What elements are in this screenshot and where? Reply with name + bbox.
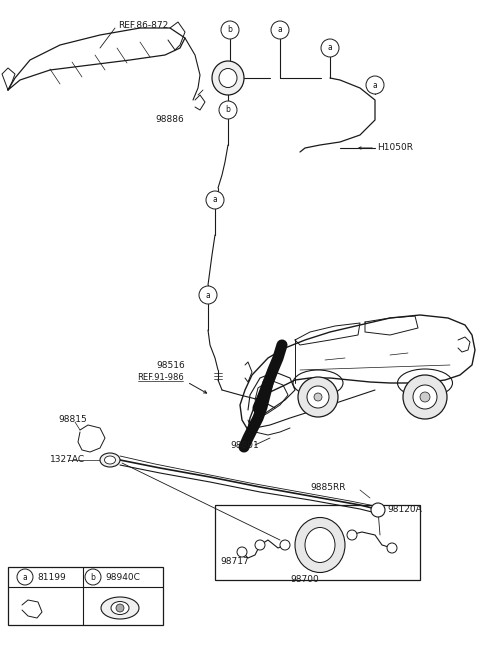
Circle shape: [221, 21, 239, 39]
Text: b: b: [91, 573, 96, 581]
Circle shape: [366, 76, 384, 94]
Circle shape: [17, 569, 33, 585]
Text: 9885RR: 9885RR: [310, 483, 346, 491]
Ellipse shape: [212, 61, 244, 95]
Ellipse shape: [219, 68, 237, 87]
Circle shape: [255, 540, 265, 550]
Circle shape: [199, 286, 217, 304]
Text: 98717: 98717: [220, 558, 249, 567]
Circle shape: [237, 547, 247, 557]
Ellipse shape: [111, 602, 129, 615]
Circle shape: [403, 375, 447, 419]
Ellipse shape: [305, 527, 335, 562]
Ellipse shape: [101, 597, 139, 619]
Circle shape: [85, 569, 101, 585]
Text: 81199: 81199: [37, 573, 66, 581]
Ellipse shape: [295, 518, 345, 573]
Circle shape: [116, 604, 124, 612]
Text: 1327AC: 1327AC: [50, 455, 85, 464]
Circle shape: [371, 503, 385, 517]
Text: 98886: 98886: [156, 115, 184, 124]
Text: b: b: [226, 106, 230, 115]
Text: a: a: [372, 81, 377, 89]
Text: 98516: 98516: [156, 361, 185, 369]
Circle shape: [420, 392, 430, 402]
Circle shape: [298, 377, 338, 417]
Ellipse shape: [100, 453, 120, 467]
Text: a: a: [328, 43, 332, 52]
Text: 98815: 98815: [58, 415, 87, 424]
Circle shape: [387, 543, 397, 553]
Text: a: a: [213, 195, 217, 205]
Text: a: a: [23, 573, 27, 581]
Text: 98801: 98801: [230, 440, 259, 449]
Text: REF.86-872: REF.86-872: [118, 20, 168, 30]
Text: 98940C: 98940C: [105, 573, 140, 581]
Text: a: a: [277, 26, 282, 35]
Bar: [8, 567, 163, 625]
Text: b: b: [228, 26, 232, 35]
Circle shape: [321, 39, 339, 57]
Circle shape: [314, 393, 322, 401]
Circle shape: [206, 191, 224, 209]
Circle shape: [413, 385, 437, 409]
Text: a: a: [205, 291, 210, 300]
Circle shape: [280, 540, 290, 550]
Text: 98700: 98700: [290, 575, 319, 584]
Text: REF.91-986: REF.91-986: [137, 373, 184, 382]
Circle shape: [307, 386, 329, 408]
Circle shape: [219, 101, 237, 119]
Circle shape: [271, 21, 289, 39]
Bar: [215, 505, 420, 580]
Ellipse shape: [105, 456, 116, 464]
Text: 98120A: 98120A: [387, 506, 422, 514]
Circle shape: [347, 530, 357, 540]
Text: H1050R: H1050R: [377, 144, 413, 152]
